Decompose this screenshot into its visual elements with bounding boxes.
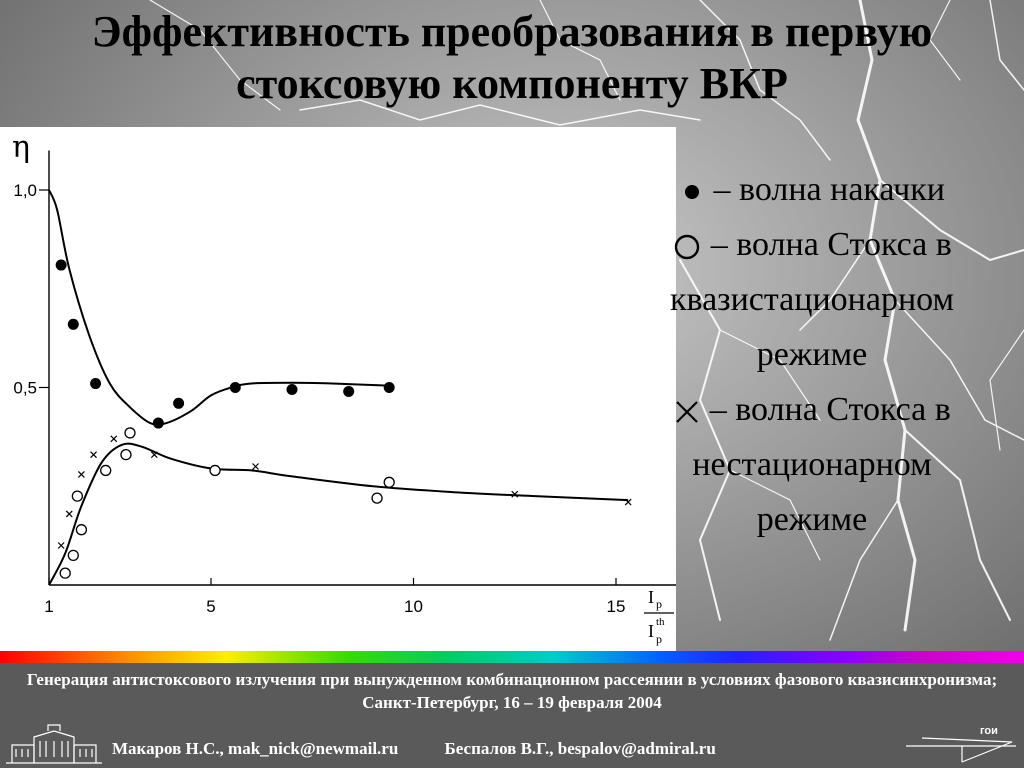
stokes-nonstat-point bbox=[150, 451, 158, 459]
goi-logo-icon: гои bbox=[906, 725, 1016, 763]
stokes-nonstat-point bbox=[65, 510, 73, 518]
legend-stokes-nonstat-label: – волна Стокса в bbox=[709, 391, 951, 428]
legend: – волна накачки – волна Стокса в квазист… bbox=[612, 162, 1012, 547]
legend-pump-label: – волна накачки bbox=[713, 171, 945, 208]
pump-point bbox=[229, 382, 241, 393]
legend-entry-stokes-quasi: – волна Стокса в bbox=[612, 217, 1012, 272]
stokes-quasi-point bbox=[120, 448, 132, 461]
legend-stokes-quasi-label: – волна Стокса в bbox=[710, 226, 952, 263]
chart-axes bbox=[39, 150, 676, 586]
stokes-quasi-point bbox=[124, 427, 136, 439]
x-tick-label: 5 bbox=[206, 597, 215, 616]
legend-entry-stokes-nonstat: – волна Стокса в bbox=[612, 382, 1012, 437]
chart-labels: 1 5 10 150,51,0ηI pI thp bbox=[12, 130, 674, 646]
pump-point bbox=[343, 385, 355, 397]
x-label-denominator: I bbox=[648, 621, 654, 641]
stokes-nonstat-point bbox=[252, 463, 259, 470]
filled-circle-icon bbox=[685, 185, 700, 200]
stokes-quasi-point bbox=[75, 524, 88, 536]
stokes-quasi-point bbox=[100, 464, 112, 477]
x-label-denominator-sup: th bbox=[656, 616, 665, 628]
fit-curve bbox=[48, 189, 386, 426]
legend-entry-pump: – волна накачки bbox=[612, 162, 1012, 217]
title-line-1: Эффективность преобразования в первую bbox=[91, 7, 933, 56]
stokes-nonstat-point bbox=[511, 490, 519, 498]
open-circle-icon bbox=[675, 235, 700, 260]
stokes-quasi-point bbox=[383, 476, 395, 488]
y-tick-label: 1,0 bbox=[13, 181, 37, 200]
y-tick-label: 0,5 bbox=[13, 379, 37, 398]
title-line-2: стоксовую компоненту ВКР bbox=[236, 59, 788, 108]
pump-point bbox=[90, 378, 102, 390]
pump-point bbox=[152, 417, 164, 429]
stokes-nonstat-point bbox=[110, 435, 118, 443]
y-axis-label: η bbox=[12, 130, 30, 165]
stokes-quasi-point bbox=[67, 549, 79, 562]
stokes-nonstat-point bbox=[57, 542, 65, 549]
legend-line-4: режиме bbox=[756, 336, 868, 373]
author-bespalov: Беспалов В.Г., bespalov@admiral.ru bbox=[444, 739, 716, 758]
legend-line-6: нестационарном bbox=[692, 446, 932, 483]
x-tick-label: 1 bbox=[44, 597, 53, 616]
x-label-numerator: I bbox=[648, 587, 654, 607]
chart-curves bbox=[48, 189, 629, 586]
footer: Генерация антистоксового излучения при в… bbox=[0, 663, 1024, 768]
pump-point bbox=[67, 318, 79, 330]
pump-point bbox=[383, 382, 395, 393]
legend-line-7: режиме bbox=[756, 501, 868, 538]
x-tick-label: 10 bbox=[404, 597, 423, 616]
cross-icon bbox=[676, 401, 698, 423]
pump-point bbox=[173, 397, 185, 409]
stokes-quasi-point bbox=[371, 492, 383, 504]
authors-line: Макаров Н.С., mak_nick@newmail.ru Беспал… bbox=[112, 739, 716, 759]
fit-curve bbox=[48, 442, 629, 586]
conference-text: Генерация антистоксового излучения при в… bbox=[26, 670, 998, 712]
x-tick-label: 15 bbox=[607, 597, 626, 616]
building-logo-icon bbox=[6, 724, 102, 764]
efficiency-chart: 1 5 10 150,51,0ηI pI thp bbox=[12, 130, 676, 646]
goi-logo-text: гои bbox=[980, 725, 998, 737]
stokes-quasi-point bbox=[59, 567, 71, 579]
rainbow-divider bbox=[0, 651, 1024, 663]
chart-marks bbox=[55, 259, 632, 579]
legend-line-3: квазистационарном bbox=[669, 281, 955, 318]
x-label-numerator-sub: p bbox=[656, 597, 662, 611]
pump-point bbox=[286, 383, 298, 395]
author-makarov: Макаров Н.С., mak_nick@newmail.ru bbox=[112, 739, 399, 758]
stokes-nonstat-point bbox=[77, 470, 85, 478]
stokes-quasi-point bbox=[209, 464, 221, 477]
stokes-nonstat-point bbox=[90, 451, 97, 459]
stokes-nonstat-point bbox=[624, 498, 632, 506]
pump-point bbox=[55, 259, 67, 271]
x-label-denominator-sub: p bbox=[656, 632, 662, 646]
slide-title: Эффективность преобразования в первую ст… bbox=[0, 6, 1024, 110]
stokes-quasi-point bbox=[71, 490, 83, 502]
